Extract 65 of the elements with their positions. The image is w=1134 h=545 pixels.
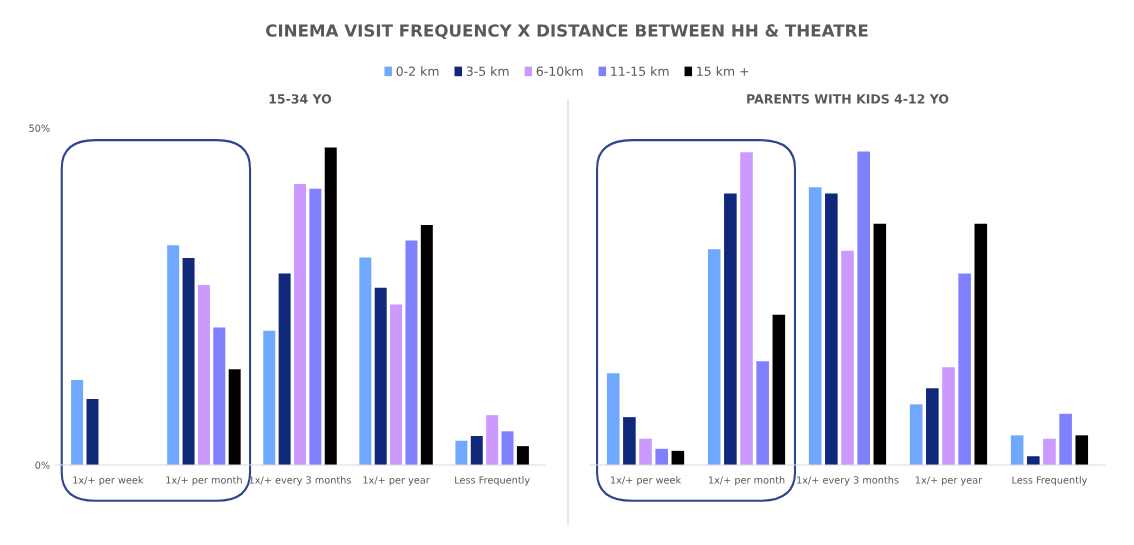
bar	[1075, 435, 1089, 465]
chart-title: CINEMA VISIT FREQUENCY X DISTANCE BETWEEN HH & THEATRE	[266, 24, 868, 40]
y-tick-label: 50%	[29, 124, 50, 132]
x-tick-label: 1x/+ per year	[915, 476, 983, 486]
bar	[309, 188, 322, 465]
bar	[1010, 435, 1024, 465]
x-tick-label: 1x/+ per week	[610, 476, 682, 486]
x-tick-label: 1x/+ per week	[73, 476, 144, 486]
bar	[374, 287, 387, 465]
bar	[182, 258, 195, 465]
bar	[455, 440, 468, 465]
bar	[294, 183, 306, 465]
bar	[1027, 456, 1040, 465]
bar	[707, 249, 721, 465]
bar	[857, 151, 870, 465]
legend-label: 15 km +	[697, 66, 749, 76]
bar	[772, 314, 786, 465]
bar	[516, 446, 529, 465]
legend-label: 3-5 km	[466, 66, 509, 76]
x-tick-label: 1x/+ per month	[166, 476, 242, 486]
bar	[942, 367, 955, 465]
bar	[873, 223, 887, 465]
bar	[926, 388, 939, 465]
bar	[1043, 438, 1056, 465]
bar	[405, 240, 418, 465]
x-tick-label: Less Frequently	[455, 476, 530, 486]
bar	[167, 245, 180, 465]
bar	[213, 327, 226, 465]
bar	[756, 361, 769, 465]
bar	[740, 152, 753, 465]
bar	[470, 436, 483, 465]
bar	[724, 193, 737, 465]
x-tick-label: 1x/+ per month	[708, 476, 785, 486]
bar	[639, 438, 652, 465]
bar	[324, 147, 337, 465]
bar	[825, 193, 838, 465]
bar	[390, 304, 403, 465]
bar	[197, 285, 210, 465]
bar	[228, 369, 241, 465]
bar	[623, 417, 636, 465]
chart-subtitle: 15-34 YO	[269, 94, 332, 104]
y-tick-label: 0%	[35, 461, 50, 469]
x-tick-label: Less Frequently	[1012, 476, 1088, 486]
x-tick-label: 1x/+ per year	[363, 476, 430, 486]
x-tick-label: 1x/+ every 3 months	[797, 476, 899, 486]
bar	[841, 250, 854, 465]
bar	[958, 273, 971, 465]
bar	[420, 225, 433, 465]
bar	[86, 398, 99, 465]
bar	[606, 373, 620, 465]
legend-label: 11-15 km	[611, 66, 669, 76]
legend-label: 6-10km	[536, 66, 583, 76]
bar	[1059, 413, 1072, 465]
bar	[71, 380, 84, 465]
bar	[486, 415, 499, 465]
bar	[278, 273, 291, 465]
bar	[501, 431, 514, 465]
bar	[655, 448, 668, 465]
bar	[974, 223, 988, 465]
chart-subtitle: PARENTS WITH KIDS 4-12 YO	[747, 94, 949, 104]
bar	[909, 404, 923, 465]
bar	[359, 257, 372, 465]
bar	[808, 187, 822, 465]
bar	[263, 330, 276, 465]
legend-label: 0-2 km	[396, 66, 439, 76]
